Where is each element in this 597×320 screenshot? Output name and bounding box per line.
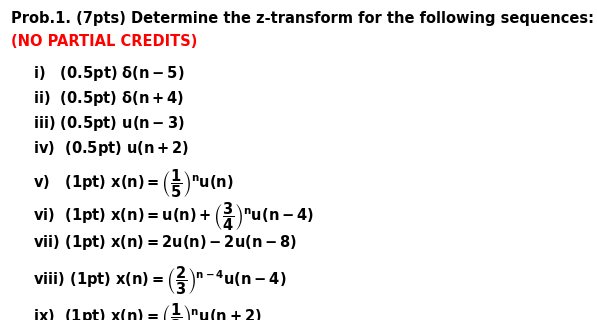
Text: viii) (1pt) $\mathbf{x(n) = \left(\dfrac{2}{3}\right)^{n-4} u(n-4)}$: viii) (1pt) $\mathbf{x(n) = \left(\dfrac… <box>33 265 286 297</box>
Text: iii) (0.5pt) $\mathbf{u(n-3)}$: iii) (0.5pt) $\mathbf{u(n-3)}$ <box>33 114 184 133</box>
Text: iv)  (0.5pt) $\mathbf{u(n+2)}$: iv) (0.5pt) $\mathbf{u(n+2)}$ <box>33 139 189 158</box>
Text: v)   (1pt) $\mathbf{x(n) = \left(\dfrac{1}{5}\right)^{n} u(n)}$: v) (1pt) $\mathbf{x(n) = \left(\dfrac{1}… <box>33 167 233 200</box>
Text: vi)  (1pt) $\mathbf{x(n) = u(n) + \left(\dfrac{3}{4}\right)^{n} u(n-4)}$: vi) (1pt) $\mathbf{x(n) = u(n) + \left(\… <box>33 201 314 233</box>
Text: (NO PARTIAL CREDITS): (NO PARTIAL CREDITS) <box>11 34 197 49</box>
Text: ii)  (0.5pt) $\mathbf{\delta(n+4)}$: ii) (0.5pt) $\mathbf{\delta(n+4)}$ <box>33 89 184 108</box>
Text: i)   (0.5pt) $\mathbf{\delta(n-5)}$: i) (0.5pt) $\mathbf{\delta(n-5)}$ <box>33 64 184 83</box>
Text: Prob.1. (7pts) Determine the z-transform for the following sequences:: Prob.1. (7pts) Determine the z-transform… <box>11 11 594 26</box>
Text: ix)  (1pt) $\mathbf{x(n) = \left(\dfrac{1}{3}\right)^{n} u(n+2)}$: ix) (1pt) $\mathbf{x(n) = \left(\dfrac{1… <box>33 301 261 320</box>
Text: vii) (1pt) $\mathbf{x(n) = 2u(n) - 2u(n-8)}$: vii) (1pt) $\mathbf{x(n) = 2u(n) - 2u(n-… <box>33 233 297 252</box>
